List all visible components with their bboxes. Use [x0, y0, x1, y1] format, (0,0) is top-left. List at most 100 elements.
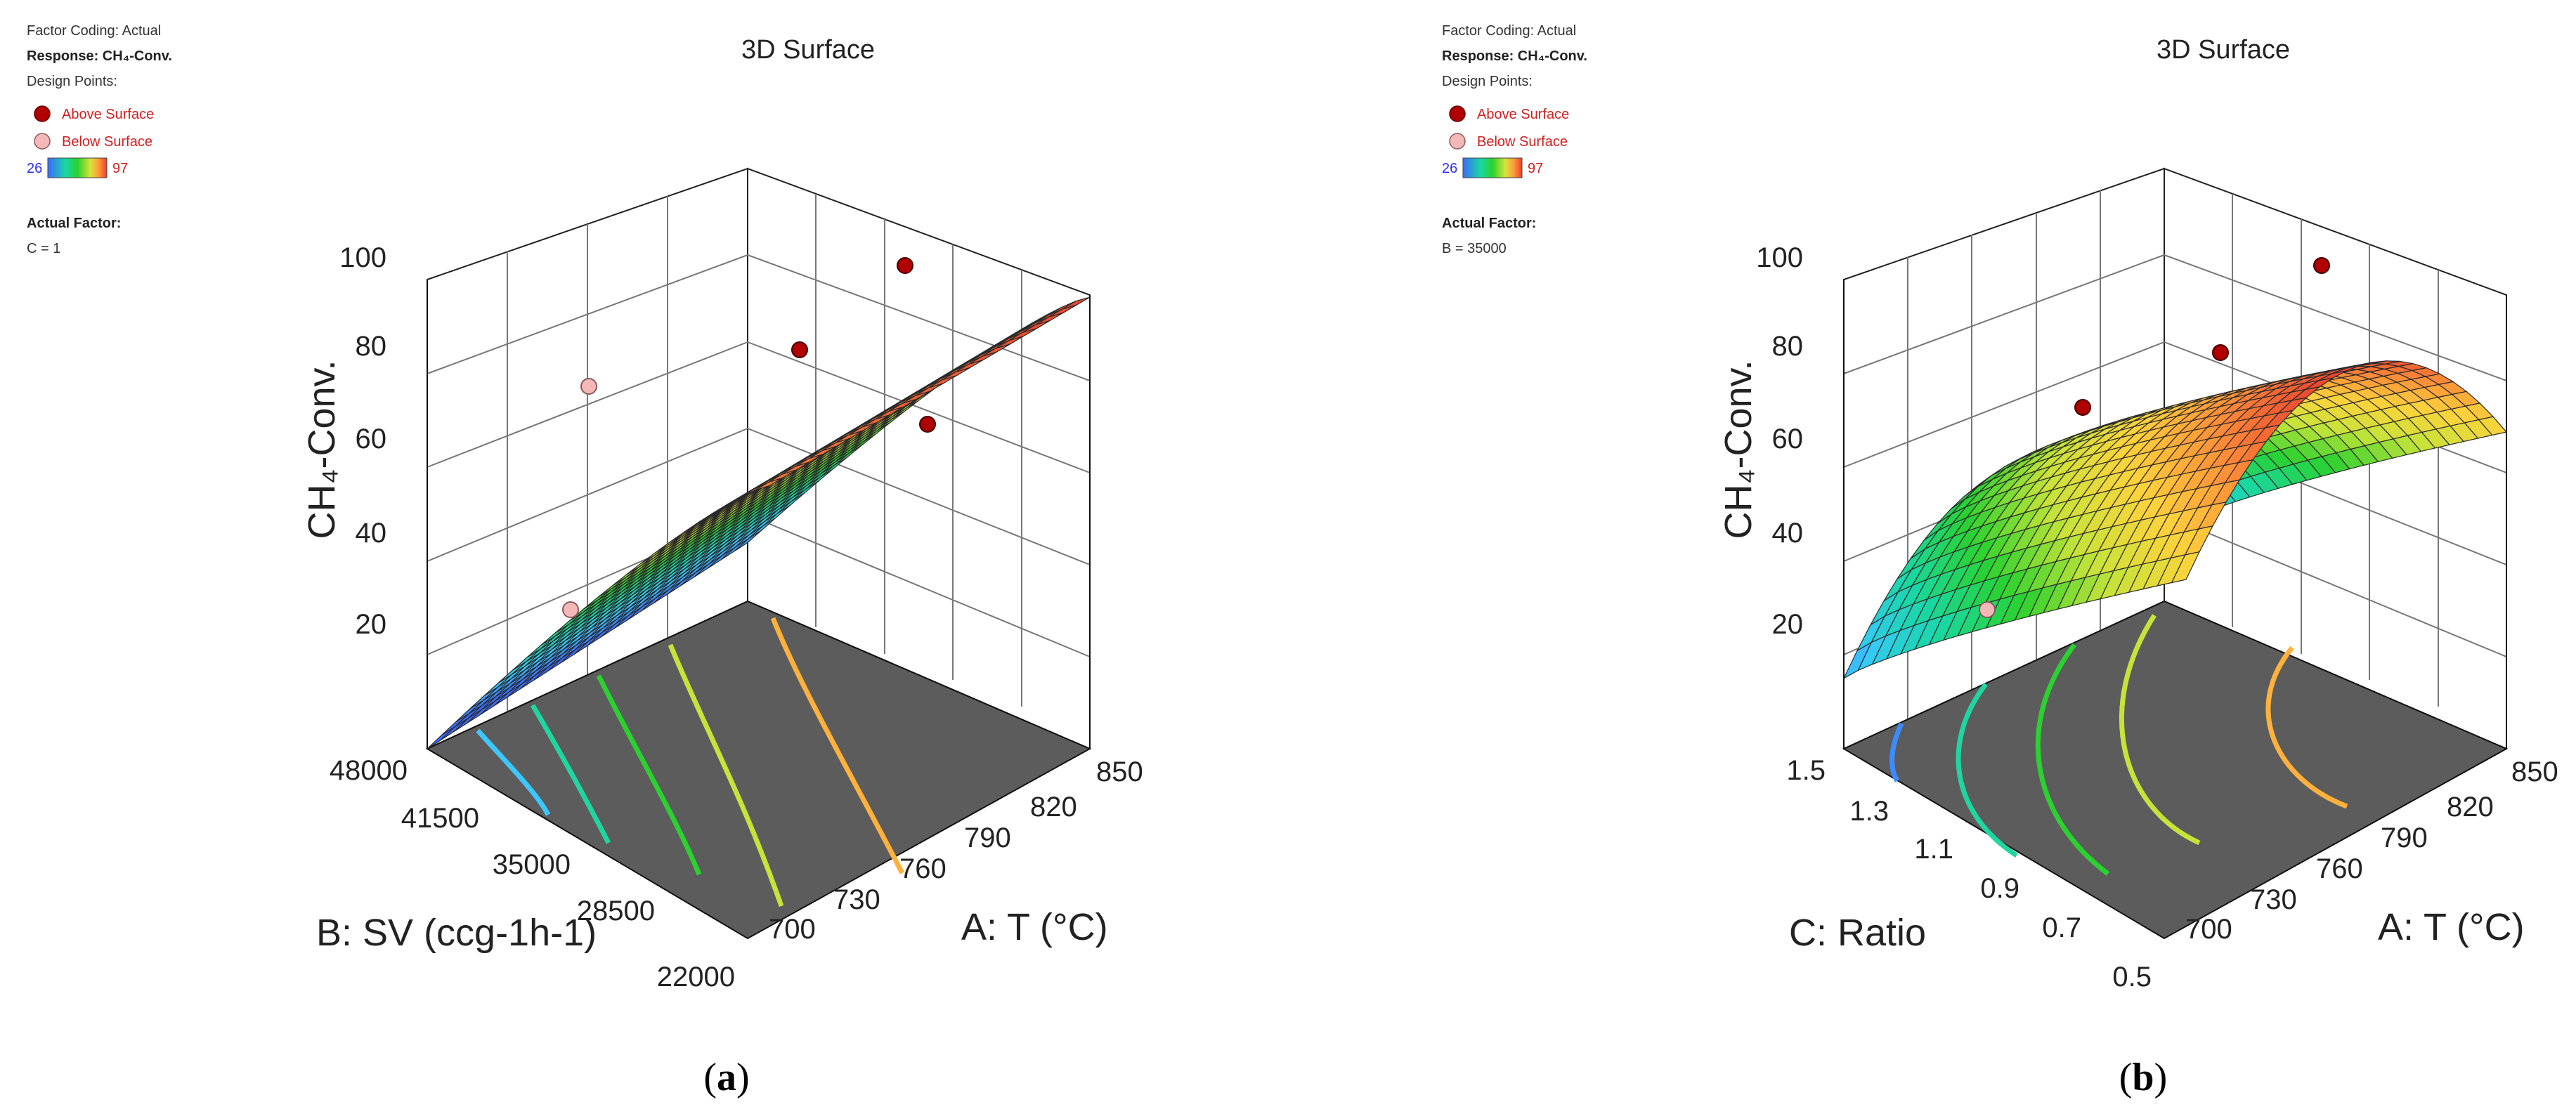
- y-tick-label: 1.3: [1849, 796, 1889, 827]
- x-tick-label: 820: [1030, 792, 1077, 823]
- x-tick-label: 730: [833, 884, 880, 915]
- colorbar: [47, 157, 108, 178]
- response-surface: [427, 296, 1091, 749]
- y-tick-label: 28500: [577, 896, 655, 926]
- design-points-text: Design Points:: [27, 74, 117, 89]
- svg-text:(b): (b): [2119, 1056, 2167, 1099]
- colorbar-min-label: 26: [27, 161, 42, 176]
- panel-a: Factor Coding: Actual Response: CH₄-Conv…: [27, 23, 1143, 1099]
- z-tick-label: 40: [1772, 518, 1804, 549]
- colorbar-max-label: 97: [112, 161, 128, 176]
- chart-title: 3D Surface: [741, 35, 875, 65]
- x-tick-label: 760: [2316, 853, 2363, 884]
- z-tick-label: 20: [356, 609, 387, 640]
- contour-lines: [476, 617, 905, 907]
- design-point-above: [919, 416, 936, 433]
- z-axis: 20 40 60 80 100 CH₄-Conv.: [301, 242, 386, 640]
- colorbar-max-label: 97: [1528, 161, 1543, 176]
- design-points: [1979, 257, 2330, 618]
- z-tick-label: 60: [1772, 424, 1804, 454]
- y-tick-label: 0.9: [1980, 873, 2019, 904]
- factor-coding-text: Factor Coding: Actual: [27, 23, 161, 39]
- x-tick-label: 730: [2250, 884, 2297, 915]
- z-axis-label: CH₄-Conv.: [1717, 360, 1759, 539]
- z-tick-label: 40: [356, 518, 387, 549]
- above-surface-label: Above Surface: [1477, 107, 1569, 122]
- colorbar-min-label: 26: [1442, 161, 1457, 176]
- y-tick-label: 35000: [493, 849, 571, 880]
- y-tick-label: 41500: [401, 803, 479, 834]
- actual-factor-value: C = 1: [27, 241, 60, 256]
- below-surface-marker: [1449, 133, 1466, 150]
- design-point-above: [2313, 257, 2330, 274]
- above-surface-label: Above Surface: [62, 107, 154, 122]
- actual-factor-title: Actual Factor:: [27, 216, 121, 231]
- panel-b: Factor Coding: Actual Response: CH₄-Conv…: [1442, 23, 2558, 1099]
- design-point-below: [562, 601, 579, 618]
- z-tick-label: 100: [1756, 242, 1803, 273]
- design-points-text: Design Points:: [1442, 74, 1533, 89]
- z-tick-label: 80: [1772, 331, 1804, 362]
- back-walls: [427, 167, 1091, 750]
- z-axis-label: CH₄-Conv.: [301, 360, 343, 539]
- y-tick-label: 1.1: [1914, 834, 1953, 865]
- x-tick-label: 790: [2381, 823, 2428, 853]
- x-tick-label: 850: [2511, 756, 2558, 787]
- z-tick-label: 60: [356, 424, 387, 454]
- actual-factor-value: B = 35000: [1442, 241, 1507, 256]
- design-point-above: [897, 257, 913, 274]
- below-surface-label: Below Surface: [62, 134, 152, 150]
- x-tick-label: 820: [2447, 792, 2494, 823]
- z-axis: 20 40 60 80 100 CH₄-Conv.: [1717, 242, 1803, 640]
- z-tick-label: 20: [1772, 609, 1804, 640]
- x-tick-label: 700: [2185, 914, 2232, 945]
- above-surface-marker: [1449, 105, 1466, 122]
- y-tick-label: 48000: [330, 755, 408, 786]
- panel-caption: (b): [2119, 1056, 2167, 1099]
- design-points: [562, 257, 936, 618]
- contour-lines: [1889, 614, 2348, 876]
- svg-text:(a): (a): [703, 1056, 749, 1099]
- y-tick-label: 0.5: [2112, 962, 2152, 992]
- x-axis-label: A: T (°C): [2378, 906, 2525, 948]
- x-axis: 700 730 760 790 820 850 A: T (°C): [769, 756, 1143, 948]
- above-surface-marker: [34, 105, 51, 122]
- x-tick-label: 790: [964, 823, 1011, 853]
- info-block: Factor Coding: Actual Response: CH₄-Conv…: [1442, 23, 1587, 256]
- z-tick-label: 80: [356, 331, 387, 362]
- below-surface-marker: [34, 133, 51, 150]
- y-tick-label: 1.5: [1786, 755, 1826, 786]
- surface-cell: [2171, 551, 2201, 584]
- below-surface-label: Below Surface: [1477, 134, 1568, 150]
- chart-title: 3D Surface: [2157, 35, 2290, 65]
- y-tick-label: 0.7: [2042, 912, 2081, 943]
- design-point-above: [2074, 399, 2091, 416]
- surface-cell: [755, 477, 783, 491]
- x-tick-label: 850: [1096, 756, 1143, 787]
- response-surface: [1842, 360, 2508, 680]
- z-tick-label: 100: [339, 242, 386, 273]
- x-tick-label: 700: [769, 914, 816, 945]
- colorbar: [1462, 157, 1523, 178]
- y-axis-label: C: Ratio: [1789, 912, 1926, 954]
- response-text: Response: CH₄-Conv.: [1442, 48, 1587, 64]
- y-axis-label: B: SV (ccg-1h-1): [316, 912, 597, 954]
- x-tick-label: 760: [899, 853, 947, 884]
- info-block: Factor Coding: Actual Response: CH₄-Conv…: [27, 23, 172, 256]
- y-axis: 22000 28500 35000 41500 48000 B: SV (ccg…: [316, 755, 735, 992]
- design-point-above: [791, 341, 808, 358]
- x-axis-label: A: T (°C): [961, 906, 1108, 948]
- panel-caption: (a): [703, 1056, 749, 1099]
- caption-letter: a: [717, 1056, 736, 1099]
- design-point-below: [1979, 601, 1996, 618]
- factor-coding-text: Factor Coding: Actual: [1442, 23, 1576, 39]
- y-tick-label: 22000: [657, 962, 735, 992]
- design-point-above: [2212, 344, 2229, 361]
- response-text: Response: CH₄-Conv.: [27, 48, 172, 64]
- front-frame: [1843, 280, 2507, 749]
- caption-letter: b: [2132, 1056, 2154, 1099]
- x-axis: 700 730 760 790 820 850 A: T (°C): [2185, 756, 2558, 948]
- front-frame: [427, 280, 1091, 749]
- design-point-below: [580, 378, 597, 395]
